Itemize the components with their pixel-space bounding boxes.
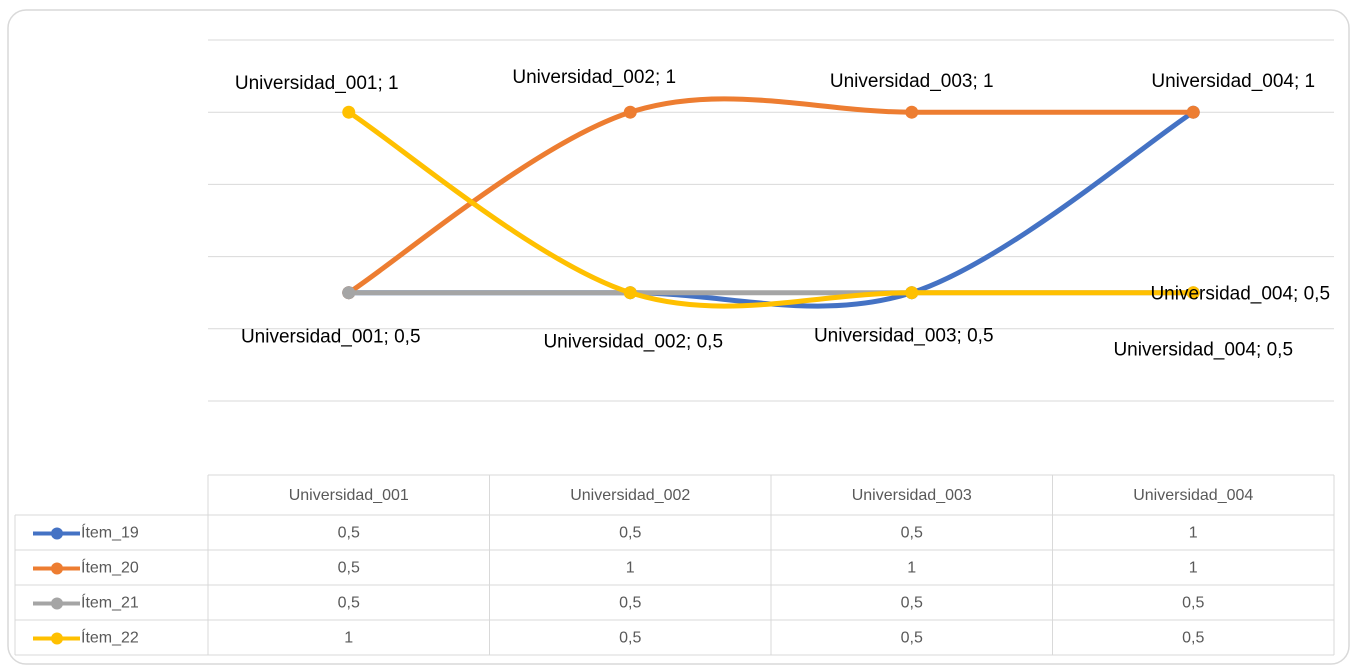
table-cell: 1 [1189,525,1198,542]
legend-marker [51,597,63,610]
data-label-separator: ; [384,327,395,348]
table-cell: 0,5 [901,595,923,612]
data-label-category: Universidad_001 [241,327,384,348]
data-label-value: 1 [1305,71,1316,92]
data-label: Universidad_004; 1 [1151,71,1315,92]
data-label: Universidad_002; 1 [512,67,676,88]
table-header: Universidad_001 [289,487,409,504]
data-label: Universidad_004; 0,5 [1113,340,1293,361]
table-cell: 0,5 [901,525,923,542]
data-label-category: Universidad_004 [1150,284,1293,305]
legend-marker [51,562,63,575]
data-point [1186,105,1200,119]
series-line [346,109,1196,309]
legend-marker [51,632,63,645]
data-point [1186,286,1200,300]
legend-marker [51,527,63,540]
table-cell: 0,5 [619,525,641,542]
legend-label: Ítem_20 [81,558,139,577]
data-label: Universidad_003; 0,5 [814,326,994,347]
data-label: Universidad_001; 0,5 [241,327,421,348]
data-label-value: 0,5 [697,332,723,353]
data-label-value: 1 [388,73,399,94]
data-label-value: 1 [983,71,994,92]
data-label-separator: ; [686,332,697,353]
table-cell: 0,5 [338,595,360,612]
data-label-category: Universidad_001 [235,73,378,94]
table-cell: 1 [344,630,353,647]
data-point [905,286,919,300]
table-cell: 1 [626,560,635,577]
data-point [623,286,637,300]
data-label: Universidad_003; 1 [830,71,994,92]
data-label-value: 1 [666,67,677,88]
table-cell: 0,5 [619,595,641,612]
data-label-category: Universidad_004 [1151,71,1294,92]
data-label-value: 0,5 [1304,284,1330,305]
table-cell: 0,5 [619,630,641,647]
series-line [346,96,1196,296]
chart-area [7,9,1350,665]
legend-label: Ítem_19 [81,523,139,542]
data-label-separator: ; [1293,284,1304,305]
data-label-value: 0,5 [1267,340,1293,361]
data-label-category: Universidad_002 [543,332,686,353]
data-label-category: Universidad_003 [830,71,973,92]
table-header: Universidad_002 [570,487,690,504]
data-label-category: Universidad_004 [1113,340,1256,361]
data-label: Universidad_002; 0,5 [543,332,723,353]
data-label: Universidad_004; 0,5 [1150,284,1330,305]
data-point [623,105,637,119]
data-label-separator: ; [655,67,666,88]
data-point [905,105,919,119]
data-label-category: Universidad_003 [814,326,957,347]
legend-label: Ítem_22 [81,628,139,647]
data-label-separator: ; [957,326,968,347]
table-cell: 0,5 [901,630,923,647]
data-label-separator: ; [377,73,388,94]
data-label-separator: ; [1256,340,1267,361]
table-cell: 0,5 [338,560,360,577]
data-label-category: Universidad_002 [512,67,655,88]
data-label: Universidad_001; 1 [235,73,399,94]
data-label-value: 0,5 [394,327,420,348]
table-cell: 0,5 [1182,595,1204,612]
table-cell: 1 [907,560,916,577]
table-cell: 1 [1189,560,1198,577]
table-header: Universidad_003 [852,487,972,504]
data-point [342,286,356,300]
data-label-separator: ; [972,71,983,92]
table-cell: 0,5 [338,525,360,542]
data-label-separator: ; [1294,71,1305,92]
table-header: Universidad_004 [1133,487,1253,504]
data-point [342,105,356,119]
data-label-value: 0,5 [967,326,993,347]
legend-label: Ítem_21 [81,593,139,612]
table-cell: 0,5 [1182,630,1204,647]
